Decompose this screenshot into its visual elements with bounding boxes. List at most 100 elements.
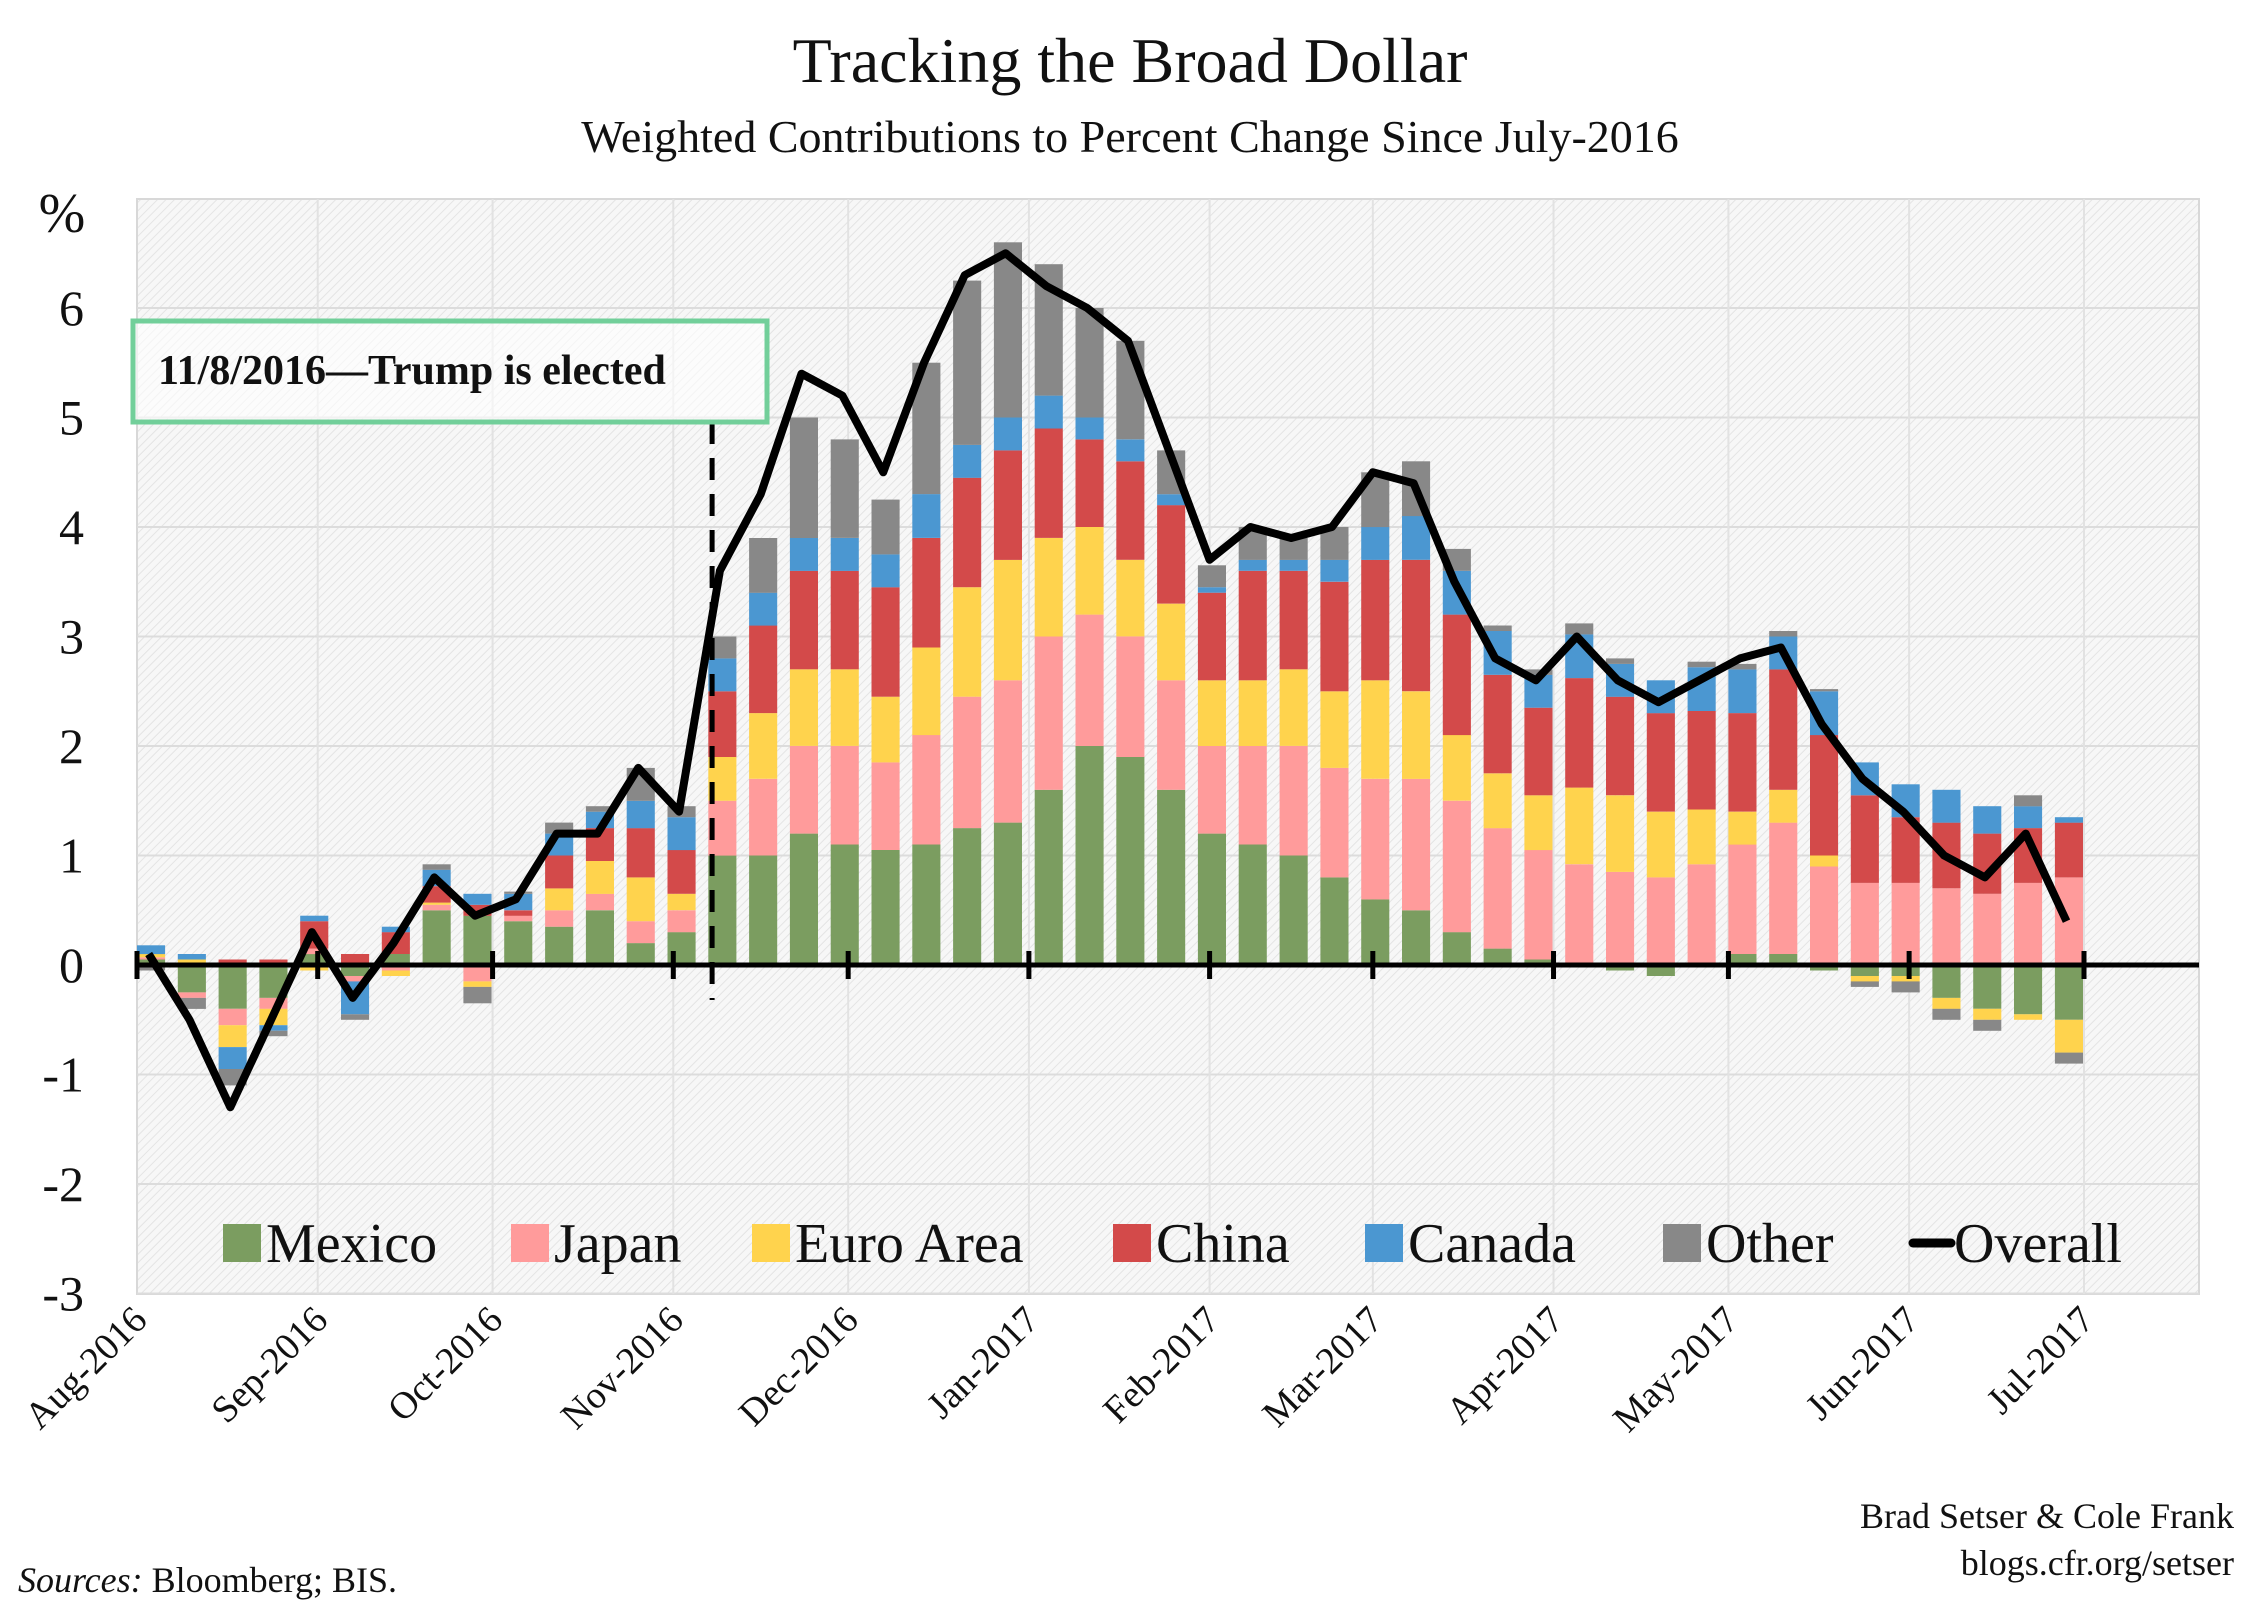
bar-mexico bbox=[381, 954, 410, 965]
bar-euro-area bbox=[953, 587, 982, 697]
bar-euro-area bbox=[1932, 997, 1961, 1009]
bar-mexico bbox=[1973, 965, 2002, 1009]
credits-authors: Brad Setser & Cole Frank bbox=[1860, 1496, 2234, 1536]
bar-mexico bbox=[912, 844, 941, 965]
x-tick-label: Oct-2016 bbox=[380, 1299, 511, 1430]
y-tick-label: -3 bbox=[42, 1266, 84, 1322]
bar-euro-area bbox=[422, 902, 451, 905]
bar-china bbox=[1565, 678, 1594, 788]
bar-china bbox=[993, 450, 1022, 560]
bar-china bbox=[218, 959, 247, 965]
bar-mexico bbox=[1197, 833, 1226, 965]
bar-china bbox=[953, 477, 982, 588]
bar-japan bbox=[585, 893, 614, 911]
bar-euro-area bbox=[463, 981, 492, 987]
bar-japan bbox=[1687, 864, 1716, 963]
bar-other bbox=[1891, 981, 1920, 993]
bar-japan bbox=[1932, 888, 1961, 965]
x-tick-label: May-2017 bbox=[1605, 1299, 1747, 1441]
bar-canada bbox=[1320, 559, 1349, 582]
bar-china bbox=[667, 850, 696, 894]
bar-mexico bbox=[1402, 910, 1431, 966]
bar-mexico bbox=[789, 833, 818, 965]
bar-euro-area bbox=[1891, 976, 1920, 982]
bar-euro-area bbox=[993, 559, 1022, 681]
bar-euro-area bbox=[1973, 1008, 2002, 1020]
legend-label: Other bbox=[1706, 1213, 1834, 1275]
bar-mexico bbox=[1810, 965, 1839, 971]
bar-other bbox=[341, 1014, 370, 1020]
bar-euro-area bbox=[1034, 538, 1063, 637]
bar-canada bbox=[218, 1047, 247, 1069]
legend-swatch-canada bbox=[1365, 1224, 1403, 1262]
bar-euro-area bbox=[1646, 811, 1675, 878]
y-tick-label: 3 bbox=[59, 609, 84, 665]
bar-japan bbox=[1116, 636, 1145, 757]
bar-china bbox=[1034, 428, 1063, 538]
bar-japan bbox=[463, 965, 492, 982]
bar-euro-area bbox=[177, 959, 206, 965]
bar-mexico bbox=[1116, 757, 1145, 965]
bar-china bbox=[1769, 669, 1798, 790]
bar-canada bbox=[789, 538, 818, 571]
x-tick-label: Dec-2016 bbox=[731, 1299, 867, 1435]
bar-japan bbox=[830, 746, 859, 845]
bar-euro-area bbox=[1320, 691, 1349, 768]
sources-text: Bloomberg; BIS. bbox=[143, 1560, 397, 1600]
bar-japan bbox=[1157, 680, 1186, 790]
bar-canada bbox=[953, 444, 982, 478]
bar-euro-area bbox=[545, 888, 574, 911]
bar-euro-area bbox=[1524, 795, 1553, 851]
bar-other bbox=[1606, 658, 1635, 664]
bar-mexico bbox=[1891, 965, 1920, 976]
bar-canada bbox=[993, 417, 1022, 451]
bar-china bbox=[1850, 795, 1879, 883]
bar-canada bbox=[177, 954, 206, 960]
bar-euro-area bbox=[830, 669, 859, 746]
bar-mexico bbox=[1442, 932, 1471, 965]
bar-canada bbox=[1402, 516, 1431, 560]
bar-other bbox=[789, 417, 818, 538]
bar-mexico bbox=[1279, 855, 1308, 965]
bar-canada bbox=[137, 945, 166, 955]
bar-other bbox=[1973, 1019, 2002, 1031]
annotation-box bbox=[130, 318, 770, 425]
x-tick-label: Sep-2016 bbox=[203, 1299, 336, 1432]
bar-mexico bbox=[1728, 954, 1757, 965]
overall-line bbox=[145, 249, 2071, 1112]
bar-japan bbox=[789, 746, 818, 834]
bar-china bbox=[1483, 674, 1512, 774]
bar-china bbox=[1402, 559, 1431, 692]
bar-japan bbox=[953, 696, 982, 829]
y-axis: -3 -2 -1 0 1 2 3 4 5 6 bbox=[42, 280, 84, 1322]
bar-euro-area bbox=[1769, 789, 1798, 823]
bar-china bbox=[830, 570, 859, 670]
bar-china bbox=[341, 954, 370, 965]
bar-china bbox=[1606, 696, 1635, 796]
bar-japan bbox=[1361, 778, 1390, 900]
bar-mexico bbox=[2054, 965, 2083, 1020]
bar-canada bbox=[1075, 417, 1104, 440]
x-tick-label: Aug-2016 bbox=[17, 1299, 156, 1438]
bar-japan bbox=[1646, 877, 1675, 965]
legend-label: China bbox=[1156, 1213, 1290, 1275]
bar-japan bbox=[626, 921, 655, 944]
bar-other bbox=[259, 1030, 288, 1037]
bar-other bbox=[1565, 623, 1594, 635]
bar-canada bbox=[1973, 806, 2002, 834]
bar-china bbox=[1524, 707, 1553, 796]
bar-japan bbox=[749, 778, 778, 856]
bar-japan bbox=[504, 915, 533, 922]
bar-mexico bbox=[422, 910, 451, 966]
bar-mexico bbox=[749, 855, 778, 965]
bar-mexico bbox=[1769, 954, 1798, 965]
bar-euro-area bbox=[626, 877, 655, 922]
bar-other bbox=[1279, 538, 1308, 560]
sources-label: Sources: bbox=[18, 1560, 143, 1600]
bar-japan bbox=[259, 997, 288, 1009]
legend-label: Japan bbox=[554, 1213, 682, 1275]
bar-other bbox=[1932, 1008, 1961, 1020]
bar-euro-area bbox=[912, 647, 941, 736]
bar-other bbox=[2054, 1052, 2083, 1064]
bar-euro-area bbox=[1075, 527, 1104, 615]
